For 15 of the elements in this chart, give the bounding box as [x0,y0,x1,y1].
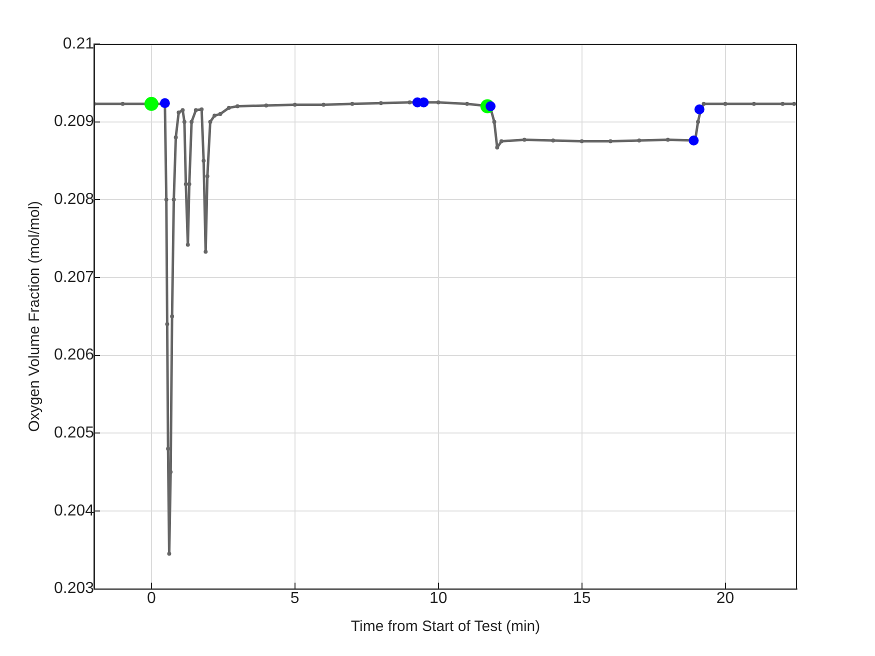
x-tick-label: 5 [290,590,300,607]
x-tick-label: 0 [146,590,156,607]
y-tick-label: 0.208 [54,191,94,208]
x-tick-label: 10 [429,590,448,607]
y-tick-label: 0.21 [62,35,94,52]
y-axis-title: Oxygen Volume Fraction (mol/mol) [26,200,44,432]
y-tick-label: 0.204 [54,502,94,520]
x-tick-label: 15 [572,590,591,607]
y-tick-label: 0.205 [54,424,94,442]
y-tick-label: 0.209 [54,113,94,130]
x-axis-title: Time from Start of Test (min) [350,618,540,636]
y-tick-label: 0.203 [54,580,94,598]
y-tick-label: 0.206 [54,346,94,364]
y-tick-label: 0.207 [54,268,94,286]
x-tick-label: 20 [716,590,734,607]
